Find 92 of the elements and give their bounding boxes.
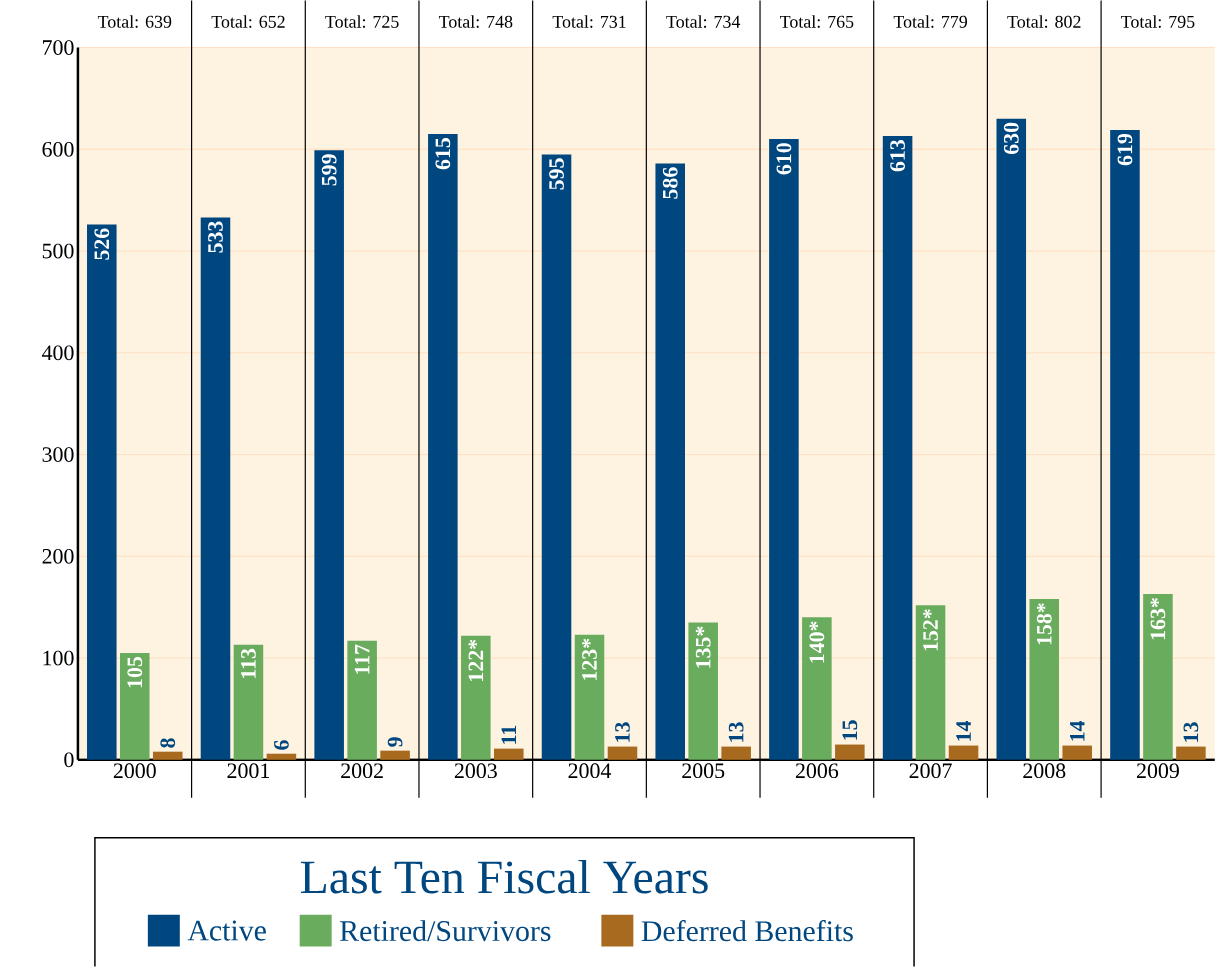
data-label: 526 — [94, 228, 110, 260]
text: Total: 639 — [97, 15, 172, 28]
x-tick-label: 2003 — [454, 763, 497, 778]
data-label: 152* — [923, 609, 938, 651]
bar — [152, 751, 183, 760]
bar — [948, 745, 979, 760]
data-label: 135* — [695, 626, 711, 668]
x-tick-label: 2007 — [909, 763, 952, 778]
x-tick-label: 2001 — [227, 763, 270, 778]
bar — [494, 748, 524, 760]
text: Total: 795 — [1121, 15, 1195, 28]
y-tick-label: 500 — [42, 243, 74, 259]
bar — [655, 163, 685, 760]
data-label: 13 — [728, 722, 744, 742]
bar — [835, 744, 865, 760]
x-tick-label: 2009 — [1137, 763, 1179, 778]
data-label: 15 — [842, 720, 858, 740]
x-tick-label: 2002 — [341, 763, 383, 778]
data-label: 615 — [435, 137, 451, 170]
data-label: 630 — [1003, 122, 1019, 154]
bar — [802, 617, 832, 760]
data-label: 14 — [956, 720, 971, 741]
data-label: 13 — [615, 722, 630, 742]
bar — [380, 750, 410, 760]
text: Total: 652 — [211, 15, 285, 28]
bar — [541, 154, 572, 760]
bar — [87, 224, 117, 760]
bar — [1029, 598, 1060, 760]
bar — [200, 217, 231, 760]
y-tick-label: 400 — [41, 345, 74, 361]
data-label: 117 — [354, 644, 370, 674]
data-label: 122* — [468, 639, 484, 681]
data-label: 11 — [501, 725, 517, 744]
bar — [119, 652, 150, 760]
bar — [1110, 129, 1140, 760]
bar — [1176, 746, 1206, 760]
bar — [347, 640, 377, 760]
bar — [996, 118, 1027, 760]
data-label: 163* — [1150, 597, 1166, 640]
bar — [607, 746, 638, 760]
x-tick-label: 2006 — [795, 763, 839, 778]
text: Total: 748 — [438, 15, 513, 28]
data-label: 140* — [809, 621, 825, 663]
text: Total: 765 — [780, 15, 854, 28]
bar — [266, 753, 297, 760]
bar — [1143, 593, 1173, 760]
bar — [769, 138, 799, 760]
bar — [688, 622, 718, 760]
text: Total: 731 — [552, 15, 626, 28]
bar — [721, 746, 751, 760]
y-tick-label: 700 — [43, 39, 74, 55]
data-label: 613 — [890, 139, 905, 172]
y-tick-label: 300 — [42, 446, 74, 462]
legend-title: Last Ten Fiscal Years — [300, 859, 708, 894]
bar — [882, 135, 913, 760]
x-tick-label: 2008 — [1023, 763, 1066, 778]
bar — [915, 604, 946, 760]
data-label: 113 — [241, 648, 256, 678]
y-tick-label: 200 — [42, 548, 74, 564]
bar — [461, 635, 491, 760]
data-label: 6 — [274, 740, 289, 750]
data-label: 9 — [387, 737, 403, 747]
data-label: 158* — [1036, 602, 1052, 645]
bar — [233, 644, 264, 760]
data-label: 533 — [208, 221, 223, 253]
data-label: 595 — [549, 158, 564, 190]
y-tick-label: 100 — [43, 650, 74, 666]
data-label: 123* — [582, 638, 597, 680]
bar — [428, 133, 458, 760]
data-label: 105 — [127, 656, 143, 688]
y-tick-label: 600 — [42, 141, 74, 157]
legend-label: Deferred Benefits — [641, 919, 853, 942]
y-tick-label: 0 — [64, 752, 74, 768]
bar — [1062, 745, 1092, 760]
data-label: 610 — [776, 142, 792, 175]
data-label: 13 — [1183, 722, 1199, 742]
data-label: 599 — [321, 154, 337, 186]
legend-label: Active — [187, 920, 266, 941]
data-label: 586 — [662, 167, 678, 199]
text: Total: 725 — [325, 15, 399, 28]
data-label: 8 — [160, 738, 176, 748]
x-tick-label: 2004 — [568, 763, 612, 778]
text: Total: 734 — [666, 15, 741, 28]
data-label: 14 — [1069, 720, 1085, 741]
bar — [314, 150, 344, 760]
text: Total: 802 — [1007, 15, 1081, 28]
text: Total: 779 — [893, 15, 968, 28]
x-tick-label: 2005 — [682, 763, 725, 778]
x-tick-label: 2000 — [113, 763, 156, 778]
legend-label: Retired/Survivors — [340, 919, 551, 941]
bar — [574, 634, 605, 760]
data-label: 619 — [1117, 133, 1133, 166]
